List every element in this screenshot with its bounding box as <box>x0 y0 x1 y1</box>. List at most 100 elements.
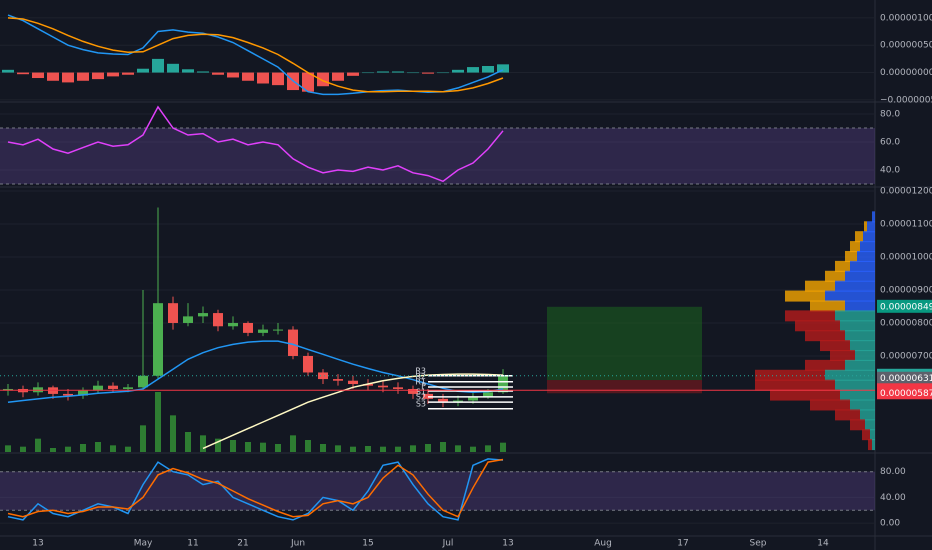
candle-body <box>468 397 478 401</box>
series-line <box>7 458 504 521</box>
volume-bar <box>245 442 251 452</box>
histogram-bar <box>32 72 44 79</box>
histogram-bar <box>377 71 389 73</box>
y-tick-label: 80.0 <box>880 109 900 119</box>
candle-body <box>288 329 298 356</box>
volume-bar <box>170 415 176 452</box>
profile-up <box>825 290 875 302</box>
profile-up <box>867 221 875 233</box>
y-tick-label: 0.00000100 <box>880 13 932 23</box>
volume-bar <box>110 445 116 452</box>
x-tick-label: 17 <box>677 539 688 549</box>
x-tick-label: Aug <box>594 539 612 549</box>
price-label-box <box>877 386 932 400</box>
profile-up <box>870 429 875 441</box>
volume-bar <box>275 444 281 452</box>
profile-down <box>835 260 850 272</box>
profile-down <box>795 320 840 332</box>
profile-down <box>850 241 860 253</box>
volume-bar <box>155 392 161 452</box>
profile-down <box>785 310 835 322</box>
candle-body <box>438 398 448 403</box>
volume-bar <box>320 444 326 452</box>
histogram-bar <box>467 67 479 73</box>
volume-bar <box>500 442 506 452</box>
pivot-label: S1 <box>416 387 426 396</box>
histogram-bar <box>137 68 149 73</box>
profile-up <box>863 231 875 243</box>
histogram-bar <box>362 72 374 74</box>
histogram-bar <box>437 72 449 74</box>
candle-body <box>228 322 238 327</box>
candle-body <box>303 355 313 373</box>
price-label: 0.00000631 <box>880 374 932 384</box>
profile-up <box>840 320 875 332</box>
y-tick-label: 0.00000900 <box>880 285 932 295</box>
y-tick-label: 40.00 <box>880 493 906 503</box>
y-tick-label: 0.00 <box>880 519 900 529</box>
profile-up <box>850 340 875 352</box>
candle-body <box>63 393 73 396</box>
profile-up <box>845 359 875 371</box>
pivot-label: R2 <box>415 372 426 381</box>
histogram-bar <box>302 72 314 92</box>
profile-down <box>835 409 860 421</box>
profile-up <box>825 369 875 381</box>
y-tick-label: −0.00000050 <box>880 95 932 105</box>
candle-body <box>348 380 358 385</box>
profile-up <box>845 300 875 312</box>
histogram-bar <box>452 69 464 73</box>
profile-down <box>862 429 870 441</box>
volume-bar <box>335 445 341 452</box>
profile-down <box>770 389 840 401</box>
volume-bar <box>305 440 311 452</box>
profile-down <box>805 330 845 342</box>
volume-bar <box>185 432 191 452</box>
profile-up <box>860 241 875 253</box>
x-tick-label: 21 <box>237 539 248 549</box>
x-tick-label: Jul <box>442 539 454 549</box>
profile-down <box>755 369 825 381</box>
volume-bar <box>440 442 446 452</box>
series-line <box>7 458 504 518</box>
x-tick-label: 14 <box>817 539 829 549</box>
volume-bar <box>65 446 71 452</box>
candle-body <box>93 385 103 391</box>
profile-down <box>805 280 835 292</box>
price-label-box <box>877 299 932 313</box>
candle-body <box>393 387 403 389</box>
volume-bar <box>470 446 476 452</box>
profile-up <box>835 310 875 322</box>
series-line <box>7 105 504 183</box>
candle-body <box>258 329 268 333</box>
candle-body <box>333 379 343 381</box>
candle-body <box>453 400 463 403</box>
candle-body <box>198 313 208 317</box>
histogram-bar <box>2 69 14 73</box>
x-tick-label: 15 <box>362 539 373 549</box>
profile-down <box>820 340 850 352</box>
x-tick-label: Jun <box>290 539 305 549</box>
profile-down <box>785 290 825 302</box>
candle-body <box>318 372 328 380</box>
profile-up <box>845 270 875 282</box>
volume-bar <box>290 435 296 452</box>
histogram-bar <box>17 72 29 75</box>
candle-body <box>168 303 178 323</box>
candle-body <box>273 329 283 331</box>
profile-down <box>830 349 855 361</box>
profile-up <box>835 379 875 391</box>
profile-down <box>805 359 845 371</box>
position-loss <box>547 380 702 394</box>
volume-bar <box>410 445 416 452</box>
volume-bar <box>215 438 221 452</box>
profile-up <box>872 211 875 223</box>
profile-up <box>835 280 875 292</box>
candle-body <box>378 385 388 388</box>
histogram-bar <box>332 72 344 81</box>
volume-bar <box>50 448 56 452</box>
pivot-label: R1 <box>415 377 426 386</box>
x-tick-label: 13 <box>32 539 43 549</box>
profile-down <box>864 221 867 233</box>
profile-down <box>755 379 835 391</box>
